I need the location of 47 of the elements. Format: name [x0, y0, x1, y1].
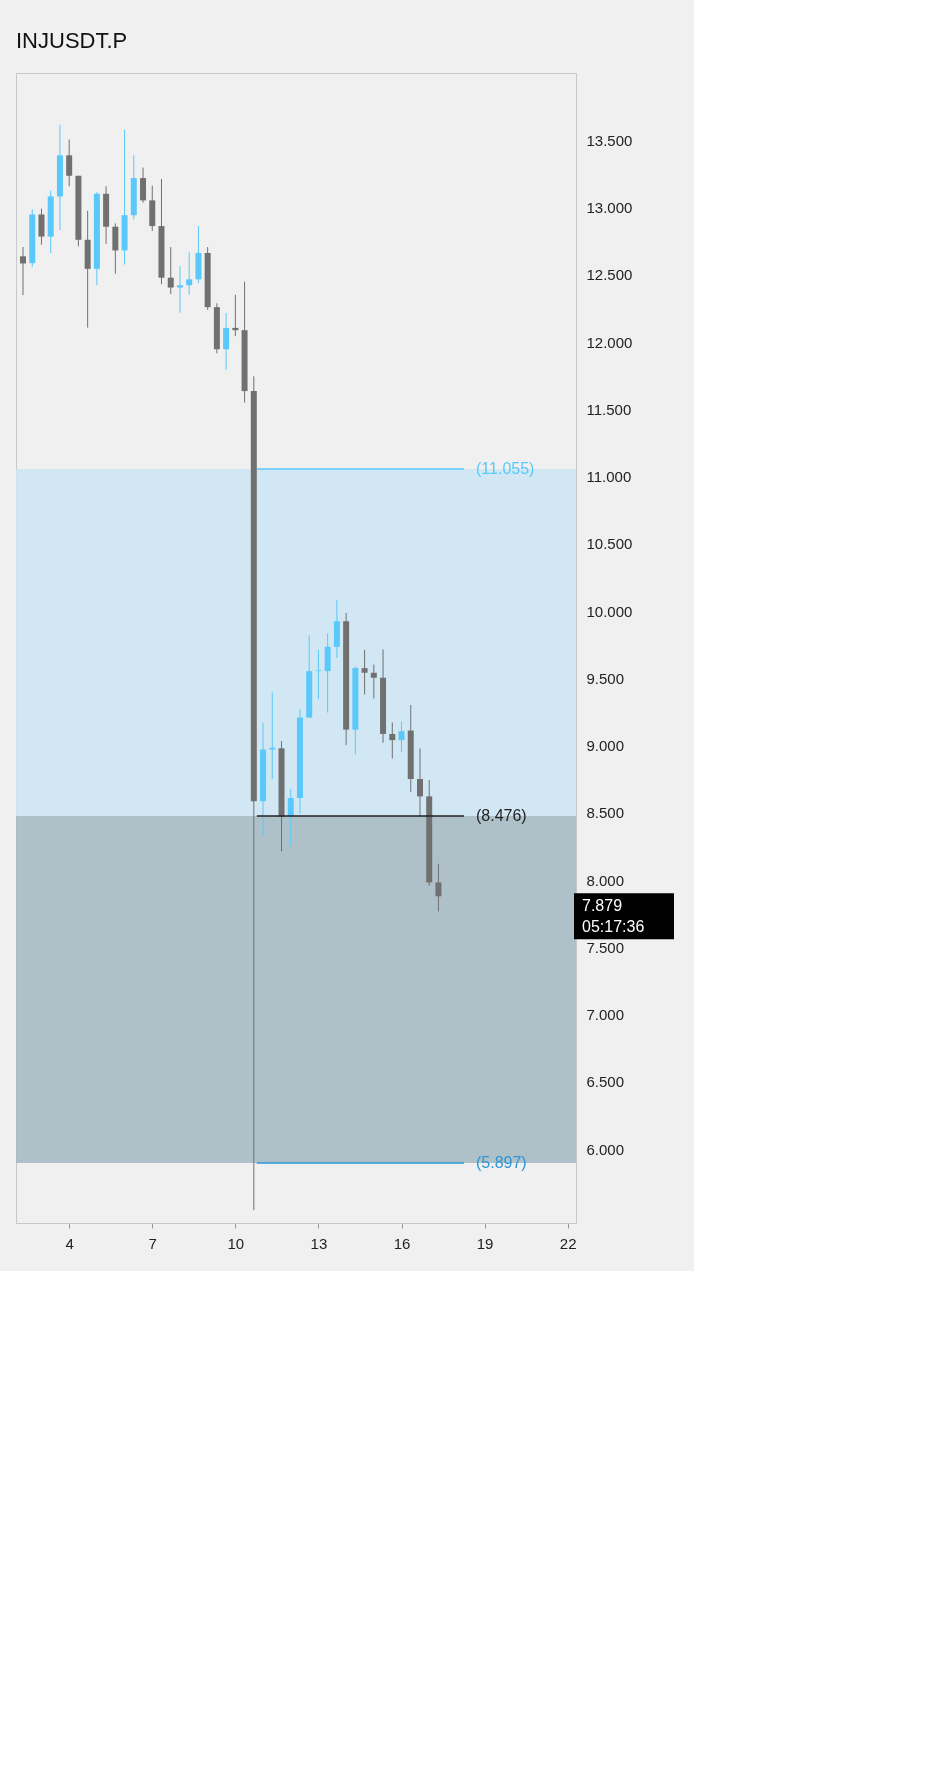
candlestick: [20, 246, 27, 296]
y-tick-label: 13.000: [586, 199, 633, 216]
y-tick-label: 7.000: [586, 1006, 625, 1024]
y-tick-label: 11.500: [586, 400, 632, 418]
x-tick-label: 19: [476, 1234, 494, 1252]
candlestick: [287, 788, 294, 847]
x-tick-label: 7: [148, 1234, 157, 1252]
ref-line-label: (11.055): [476, 460, 535, 478]
candlestick: [315, 649, 322, 700]
x-tick-label: 13: [310, 1234, 328, 1252]
y-tick-label: 6.000: [586, 1140, 625, 1158]
y-tick-label: 12.000: [586, 333, 633, 351]
candlestick: [140, 167, 147, 204]
y-tick-label: 8.500: [586, 804, 625, 822]
candlestick: [389, 721, 396, 760]
candlestick: [269, 692, 276, 780]
chart-title: INJUSDT.P: [16, 28, 128, 53]
y-tick-label: 6.500: [586, 1073, 625, 1091]
candlestick: [398, 720, 405, 753]
candlestick: [435, 863, 442, 912]
candlestick: [38, 208, 45, 246]
text: 05:17:36: [582, 918, 645, 936]
x-tick-label: 4: [65, 1234, 74, 1252]
ref-line-label: (8.476): [476, 806, 527, 824]
y-tick-label: 7.500: [586, 938, 625, 956]
ref-line-label: (5.897): [476, 1153, 527, 1171]
y-tick-label: 10.000: [586, 602, 633, 620]
candlestick: [176, 265, 183, 314]
y-tick-label: 13.500: [586, 131, 633, 149]
y-tick-label: 9.500: [586, 669, 625, 687]
y-tick-label: 10.500: [586, 535, 633, 553]
x-tick-label: 16: [393, 1234, 411, 1252]
candlestick: [370, 664, 377, 699]
y-tick-label: 12.500: [586, 266, 633, 284]
candlestick: [361, 649, 368, 696]
candlestick: [186, 251, 193, 296]
candlestick: [223, 312, 230, 371]
y-tick-label: 9.000: [586, 737, 625, 755]
candlestick: [167, 246, 174, 295]
x-tick-label: 10: [227, 1234, 245, 1252]
y-tick-label: 11.000: [586, 468, 632, 486]
candlestick: [66, 139, 73, 187]
y-tick-label: 8.000: [586, 871, 625, 889]
text: 7.879: [582, 897, 623, 915]
x-tick-label: 22: [559, 1234, 577, 1252]
candlestick: [416, 747, 423, 818]
candlestick: [112, 222, 119, 275]
